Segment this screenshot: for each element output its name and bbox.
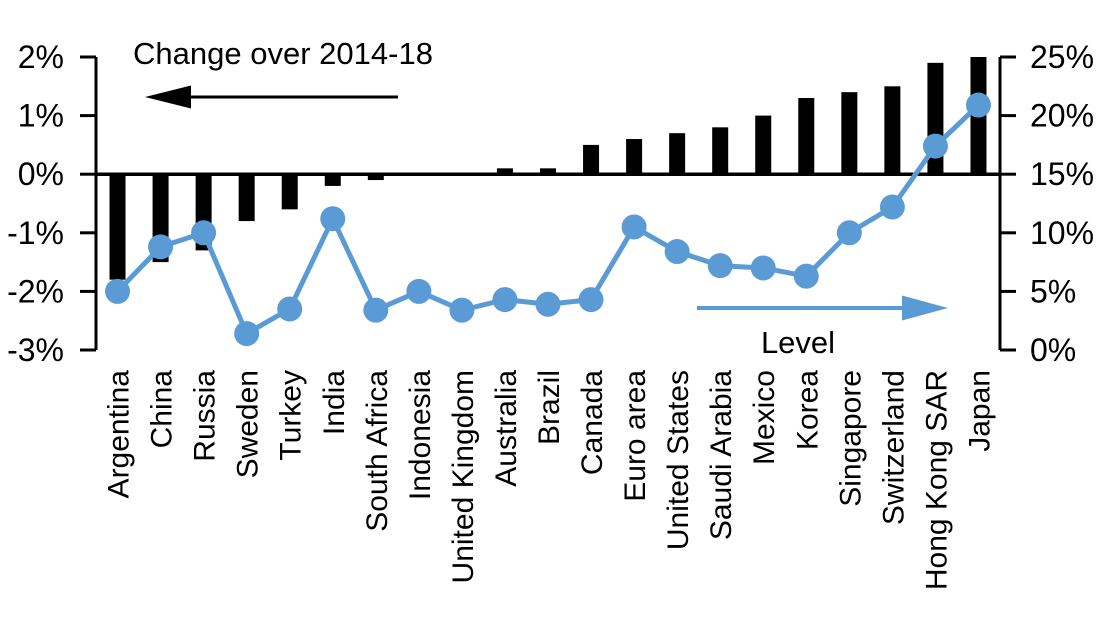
right-axis-tick-label: 15% — [1030, 156, 1094, 192]
line-point — [105, 278, 131, 304]
x-category-label: Saudi Arabia — [705, 370, 738, 540]
right-axis-tick-label: 20% — [1030, 98, 1094, 134]
x-category-label: Canada — [576, 370, 609, 475]
bar — [540, 168, 556, 175]
level-label: Level — [761, 325, 835, 360]
bar — [884, 86, 901, 175]
x-category-label: Brazil — [533, 370, 566, 445]
axes-layer — [80, 55, 1016, 352]
left-axis-tick-label: 0% — [18, 156, 64, 192]
line-point — [879, 194, 905, 220]
bar — [583, 144, 600, 175]
line-point — [922, 133, 948, 159]
line-point — [234, 321, 260, 347]
left-axis-tick-label: -1% — [7, 215, 64, 251]
x-category-label: Hong Kong SAR — [920, 370, 953, 590]
x-category-label: Japan — [963, 370, 996, 452]
right-arrow-head-icon — [902, 295, 948, 321]
right-axis-tick-label: 25% — [1030, 39, 1094, 75]
line-point — [363, 297, 389, 323]
x-category-label: United Kingdom — [447, 370, 480, 583]
bar — [755, 115, 772, 175]
line-point — [449, 297, 475, 323]
x-category-label: Switzerland — [877, 370, 910, 525]
x-category-label: United States — [662, 370, 695, 550]
x-category-label: China — [146, 370, 179, 449]
x-category-label: Russia — [189, 370, 222, 462]
x-category-label: Sweden — [232, 370, 265, 478]
x-category-label: Mexico — [748, 370, 781, 465]
line-point — [277, 296, 303, 322]
right-axis-tick-label: 0% — [1030, 332, 1076, 368]
line-point — [621, 214, 647, 240]
x-category-label: Australia — [490, 370, 523, 487]
bar — [626, 139, 643, 175]
bar — [496, 168, 513, 175]
line-point — [750, 255, 776, 281]
line-point — [148, 234, 174, 260]
bar — [281, 174, 298, 210]
left-axis-tick-label: -3% — [7, 332, 64, 368]
bar — [324, 174, 341, 186]
category-labels-layer: Argentina China Russia Sweden Turkey India Sou… — [103, 370, 997, 590]
tick-labels-layer: 2% 1% 0% -1% -2% -3% 25% 20% 15% 10% 5% 0% — [7, 39, 1094, 368]
bars-layer — [109, 57, 987, 280]
line-point — [664, 239, 690, 265]
line-point — [965, 92, 991, 118]
line-point — [793, 263, 819, 289]
x-category-label: India — [318, 370, 351, 435]
left-axis-tick-label: 2% — [18, 39, 64, 75]
line-layer — [105, 92, 991, 347]
right-axis-tick-label: 5% — [1030, 273, 1076, 309]
x-category-label: Korea — [791, 370, 824, 450]
bar — [109, 174, 126, 280]
arrows-layer — [145, 85, 948, 321]
line-point — [320, 206, 346, 232]
x-category-label: Argentina — [103, 370, 136, 499]
x-category-label: Indonesia — [404, 370, 437, 500]
line-point — [836, 220, 862, 246]
line-point — [535, 291, 561, 317]
left-axis-tick-label: -2% — [7, 273, 64, 309]
bar — [712, 127, 729, 175]
line-point — [406, 278, 432, 304]
left-arrow-head-icon — [145, 85, 191, 109]
bar — [669, 133, 686, 175]
bar — [841, 92, 858, 175]
line-point — [578, 287, 604, 313]
x-category-label: Euro area — [619, 370, 652, 502]
bar — [238, 174, 255, 222]
bar — [798, 98, 815, 175]
left-axis-tick-label: 1% — [18, 98, 64, 134]
line-point — [191, 220, 217, 246]
line-point — [707, 253, 733, 279]
x-category-label: Turkey — [275, 370, 308, 461]
x-category-label: South Africa — [361, 370, 394, 532]
left-series-title: Change over 2014-18 — [133, 36, 433, 71]
right-axis-tick-label: 10% — [1030, 215, 1094, 251]
x-category-label: Singapore — [834, 370, 867, 507]
line-point — [492, 287, 518, 313]
bar — [367, 174, 384, 181]
